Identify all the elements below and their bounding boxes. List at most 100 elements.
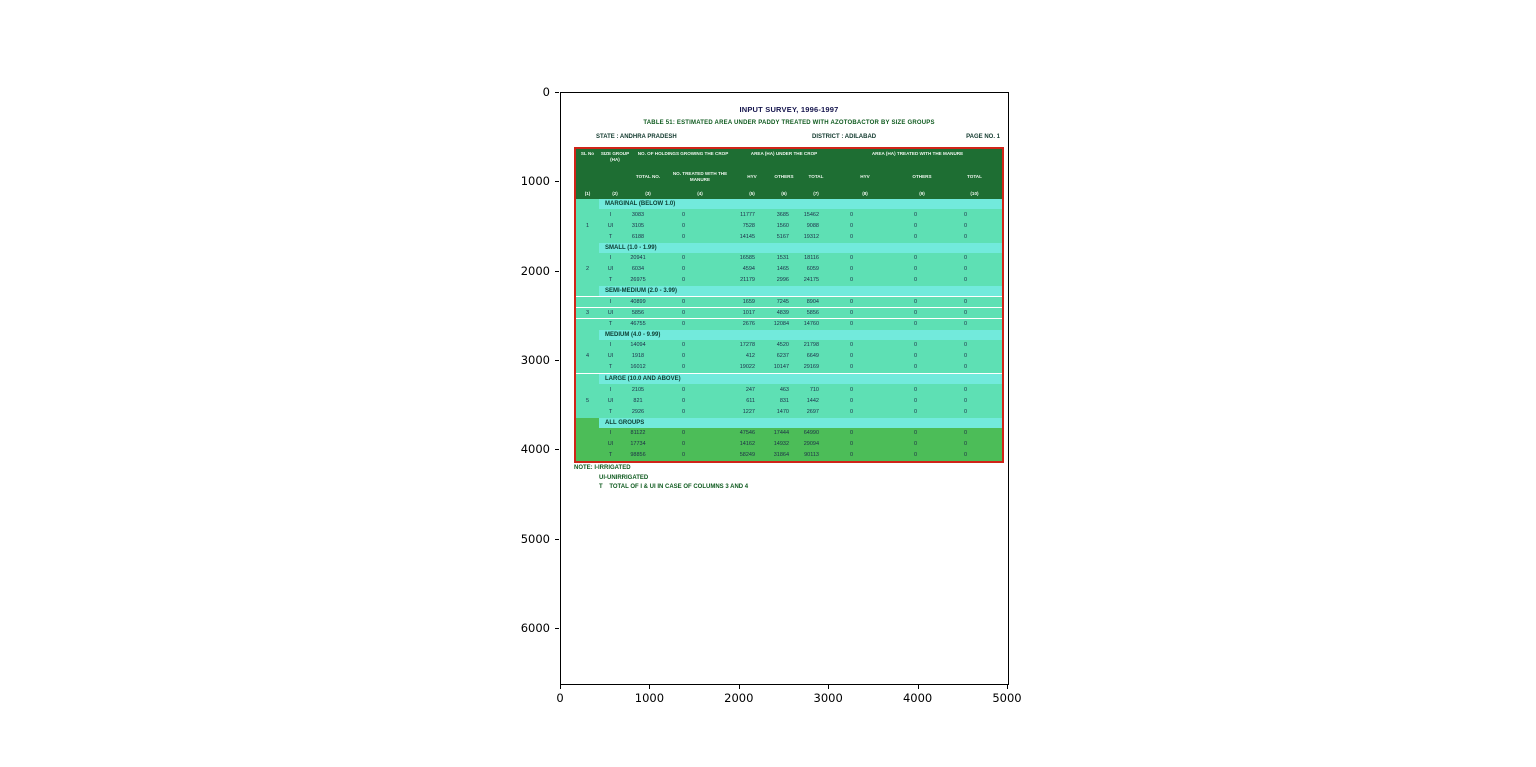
header-colnum-2: (2) [612, 190, 618, 196]
header-colnum-9: (9) [919, 190, 925, 196]
table-cell: 0 [681, 222, 685, 229]
table-cell: 0 [681, 441, 685, 448]
x-tick-label: 5000 [992, 691, 1022, 705]
size-group-band: MEDIUM (4.0 - 9.99) I 14094 0 17278 4520 21798… [576, 329, 1002, 374]
table-cell: 11777 [740, 211, 755, 218]
table-cell: 0 [913, 211, 917, 218]
sl-no-cell: 5 [585, 397, 590, 404]
table-cell: 0 [963, 441, 967, 448]
table-cell: 4594 [742, 266, 755, 273]
table-cell: 47546 [739, 430, 755, 437]
table-cell: 0 [913, 353, 917, 360]
sl-no-cell [576, 362, 599, 373]
band-header-row: LARGE (10.0 AND ABOVE) [576, 374, 1002, 384]
table-cell: 0 [963, 266, 967, 273]
table-cell: 0 [913, 266, 917, 273]
x-tick-label: 1000 [634, 691, 665, 705]
table-cell: 0 [849, 441, 853, 448]
table-cell: UI [607, 441, 614, 448]
table-cell: 0 [849, 452, 853, 459]
table-cell: 0 [681, 266, 685, 273]
table-cell: 90113 [804, 452, 819, 459]
table-header: SL No SIZE GROUP (HA) NO. OF HOLDINGS GR… [576, 149, 1002, 199]
sl-no-cell: 2 [585, 266, 590, 273]
plot-axes: INPUT SURVEY, 1996-1997 TABLE 51: ESTIMA… [560, 92, 1009, 685]
state-label: STATE : ANDHRA PRADESH [596, 134, 677, 140]
table-row: I 20941 0 16585 1531 18116 0 0 0 [576, 252, 1002, 264]
row-type-label: 2105 [631, 386, 645, 393]
note-line-2: UI-UNIRRIGATED [599, 474, 649, 481]
table-cell: 0 [681, 353, 685, 360]
band-header-row: SEMI-MEDIUM (2.0 - 3.99) [576, 286, 1002, 296]
row-type-label: 1918 [631, 353, 645, 360]
size-group-label: MARGINAL (BELOW 1.0) [599, 199, 1002, 209]
y-tick-mark [555, 628, 559, 629]
table-cell: 0 [849, 255, 853, 262]
row-type-label: 98856 [630, 452, 646, 459]
table-row: I 3083 0 11777 3685 15462 0 0 0 [576, 209, 1002, 221]
size-group-label: SMALL (1.0 - 1.99) [599, 242, 1002, 253]
table-cell: 2697 [806, 408, 819, 415]
table-body: MARGINAL (BELOW 1.0) I 3083 0 11777 3685 15462… [576, 199, 1002, 462]
size-group-label: ALL GROUPS [599, 417, 1002, 428]
header-sub-others-1: OTHERS [774, 174, 794, 180]
header-sub-hyv-1: HYV [747, 174, 757, 180]
table-cell: 21179 [740, 277, 755, 284]
table-cell: I [609, 430, 612, 437]
table-cell: 1465 [776, 266, 789, 273]
header-group-holdings: NO. OF HOLDINGS GROWING THE CROP [637, 151, 729, 156]
table-row: 4 UI 1918 0 412 6237 6649 0 0 0 [576, 350, 1002, 362]
table-cell: I [609, 255, 612, 262]
band-header-row: MEDIUM (4.0 - 9.99) [576, 329, 1002, 340]
sl-no-cell: 1 [585, 222, 590, 229]
table-cell: 0 [913, 277, 917, 284]
header-colnum-5: (5) [749, 190, 755, 196]
table-cell: 0 [913, 255, 917, 262]
table-cell: 0 [913, 321, 917, 328]
table-cell: 1017 [742, 310, 755, 317]
table-cell: T [608, 321, 613, 328]
row-type-label: 46755 [630, 321, 646, 328]
table-cell: T [608, 364, 613, 371]
table-cell: 24175 [803, 277, 819, 284]
table-cell: 14162 [739, 441, 755, 448]
header-colnum-7: (7) [813, 190, 819, 196]
y-tick-mark [555, 92, 559, 93]
header-group-area-treated: AREA (HA) TREATED WITH THE MANURE [871, 151, 964, 156]
size-group-band: SEMI-MEDIUM (2.0 - 3.99) I 40899 0 1659 7245 8… [576, 286, 1002, 330]
table-cell: 0 [849, 266, 853, 273]
table-cell: 19312 [803, 233, 819, 240]
table-cell: 16585 [739, 255, 755, 262]
table-cell: I [609, 211, 612, 218]
table-cell: 2676 [742, 321, 755, 328]
note-line-3: T TOTAL OF I & UI IN CASE OF COLUMNS 3 A… [599, 484, 749, 490]
page-title: INPUT SURVEY, 1996-1997 [739, 105, 839, 114]
table-cell: 7245 [776, 299, 789, 306]
table-cell: 1227 [742, 408, 755, 415]
table-cell: I [609, 299, 612, 306]
table-cell: 0 [913, 397, 917, 404]
table-cell: 0 [849, 364, 853, 371]
table-cell: 31864 [773, 452, 789, 459]
x-tick-mark [1007, 685, 1008, 689]
y-tick-mark [555, 270, 559, 272]
table-cell: 0 [913, 430, 917, 437]
table-cell: 0 [681, 364, 685, 371]
table-row: 1 UI 3105 0 7528 1560 9088 0 0 0 [576, 220, 1002, 232]
x-tick-mark [560, 685, 561, 689]
row-type-label: 40899 [630, 299, 646, 306]
row-type-label: 2926 [631, 408, 645, 415]
table-cell: 0 [849, 222, 853, 229]
table-row: I 40899 0 1659 7245 8904 0 0 0 [576, 296, 1002, 308]
table-cell: 17278 [739, 342, 755, 349]
table-cell: 58249 [739, 452, 755, 459]
x-tick-label: 3000 [813, 691, 843, 705]
table-cell: UI [607, 310, 614, 317]
table-cell: 0 [849, 430, 853, 437]
table-row: I 14094 0 17278 4520 21798 0 0 0 [576, 339, 1002, 351]
table-row: UI 17734 0 14162 14932 29094 0 0 0 [576, 438, 1002, 450]
table-cell: T [608, 452, 613, 459]
table-row: I 2105 0 247 463 710 0 0 0 [576, 384, 1002, 396]
size-group-label: LARGE (10.0 AND ABOVE) [599, 374, 1002, 384]
